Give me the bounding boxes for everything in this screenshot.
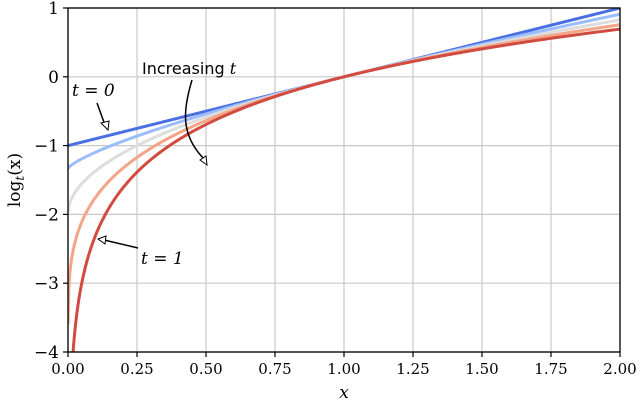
curve-t1 [71, 27, 620, 352]
arrow-t1 [96, 235, 139, 249]
svg-text:logt(x): logt(x) [5, 153, 27, 207]
y-axis-label: logt(x) [5, 153, 27, 207]
y-tick-label: −4 [34, 343, 59, 363]
x-tick-label: 0.00 [51, 360, 84, 378]
y-tick-label: −2 [34, 205, 59, 225]
y-tick-label: −3 [34, 274, 59, 294]
x-tick-label: 0.50 [189, 360, 222, 378]
curves [68, 8, 620, 352]
x-tick-label: 2.00 [603, 360, 636, 378]
x-tick-label: 1.25 [396, 360, 429, 378]
x-axis-label: x [339, 383, 349, 402]
y-tick-label: 0 [48, 68, 59, 88]
y-tick-label: 1 [48, 0, 59, 19]
arrow-increasing-t [184, 79, 208, 167]
x-tick-label: 0.25 [120, 360, 153, 378]
x-axis-ticks: 0.00 0.25 0.50 0.75 1.00 1.25 1.50 1.75 2.00 [51, 352, 637, 378]
annotation-t0: t = 0 [72, 81, 115, 101]
x-tick-label: 1.75 [534, 360, 567, 378]
annotation-t1: t = 1 [141, 249, 184, 269]
annotation-increasing-t: Increasing t [142, 59, 237, 78]
x-tick-label: 0.75 [258, 360, 291, 378]
x-tick-label: 1.50 [465, 360, 498, 378]
y-tick-label: −1 [34, 137, 59, 157]
y-axis-ticks: 1 0 −1 −2 −3 −4 [34, 0, 68, 363]
arrow-t0 [96, 102, 110, 132]
grid-lines [67, 7, 621, 353]
x-tick-label: 1.00 [327, 360, 360, 378]
